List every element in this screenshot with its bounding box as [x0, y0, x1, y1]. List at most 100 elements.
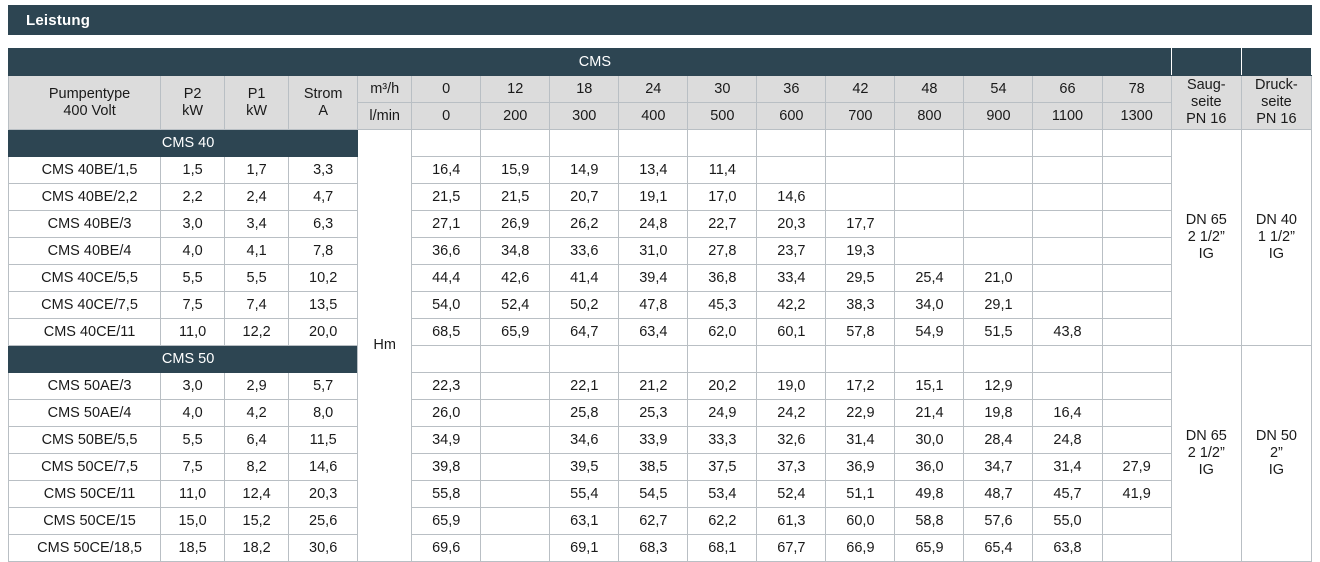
- hm-value-7: 54,9: [894, 318, 965, 346]
- hm-value-10: [1101, 399, 1172, 427]
- header-flow-lmin-8: 900: [963, 102, 1034, 130]
- hm-value-4: 11,4: [687, 156, 758, 184]
- pump-p2-value: 3,0: [160, 210, 226, 238]
- pump-p1-value: 8,2: [224, 453, 290, 481]
- group-band-label: CMS: [8, 48, 1172, 76]
- table-row[interactable]: CMS 50AE/4 4,0 4,2 8,0 26,0 25,8 25,3 24,9 24,2 2…: [7, 399, 1312, 427]
- hm-value-7: 30,0: [894, 426, 965, 454]
- hm-value-6: 22,9: [825, 399, 896, 427]
- header-flow-m3h-3: 24: [618, 75, 689, 103]
- section-band-gap-10: [1101, 129, 1172, 157]
- section-band-gap-8: [963, 345, 1034, 373]
- section-band-gap-1: [480, 129, 551, 157]
- pump-current-value: 13,5: [288, 291, 359, 319]
- hm-value-1: 65,9: [480, 318, 551, 346]
- pump-type-name: CMS 50CE/18,5: [7, 534, 162, 562]
- pump-p1-value: 12,4: [224, 480, 290, 508]
- table-row[interactable]: CMS 50CE/15 15,0 15,2 25,6 65,9 63,1 62,7 62,2 6…: [7, 507, 1312, 535]
- hm-value-9: 31,4: [1032, 453, 1103, 481]
- hm-value-4: 27,8: [687, 237, 758, 265]
- hm-value-8: 29,1: [963, 291, 1034, 319]
- hm-value-6: 29,5: [825, 264, 896, 292]
- table-row[interactable]: CMS 40BE/3 3,0 3,4 6,3 27,1 26,9 26,2 24,8 22,7 2…: [7, 210, 1312, 238]
- table-row[interactable]: CMS 40CE/11 11,0 12,2 20,0 68,5 65,9 64,7 63,4 6…: [7, 318, 1312, 346]
- hm-value-7: [894, 183, 965, 211]
- hm-value-8: 51,5: [963, 318, 1034, 346]
- section-band-row: CMS 40 Hm DN 65 2 1/2” IG DN 40 1 1/2” IG: [7, 129, 1313, 562]
- hm-value-1: [480, 399, 551, 427]
- pump-type-name: CMS 40CE/11: [7, 318, 162, 346]
- hm-value-4: 33,3: [687, 426, 758, 454]
- section-band-gap-5: [756, 345, 827, 373]
- hm-value-0: 34,9: [411, 426, 482, 454]
- pump-p2-value: 18,5: [160, 534, 226, 562]
- hm-value-7: 65,9: [894, 534, 965, 562]
- table-row[interactable]: CMS 40CE/5,5 5,5 5,5 10,2 44,4 42,6 41,4 39,4 36…: [7, 264, 1312, 292]
- pump-type-name: CMS 40BE/2,2: [7, 183, 162, 211]
- section-band-label-1: CMS 50: [7, 345, 359, 373]
- pump-p2-value: 11,0: [160, 480, 226, 508]
- hm-value-1: 21,5: [480, 183, 551, 211]
- hm-value-9: [1032, 210, 1103, 238]
- hm-value-3: 63,4: [618, 318, 689, 346]
- table-row[interactable]: CMS 40CE/7,5 7,5 7,4 13,5 54,0 52,4 50,2 47,8 45…: [7, 291, 1312, 319]
- hm-value-9: 24,8: [1032, 426, 1103, 454]
- hm-value-6: [825, 156, 896, 184]
- hm-value-3: 21,2: [618, 372, 689, 400]
- hm-value-10: [1101, 507, 1172, 535]
- pump-current-value: 6,3: [288, 210, 359, 238]
- page-title: Leistung: [26, 11, 91, 29]
- hm-value-10: [1101, 426, 1172, 454]
- hm-value-2: 63,1: [549, 507, 620, 535]
- section-band-gap-10: [1101, 345, 1172, 373]
- hm-value-5: 52,4: [756, 480, 827, 508]
- pump-current-value: 30,6: [288, 534, 359, 562]
- table-row[interactable]: CMS 50CE/11 11,0 12,4 20,3 55,8 55,4 54,5 53,4 5…: [7, 480, 1312, 508]
- pump-p1-value: 18,2: [224, 534, 290, 562]
- hm-value-9: 45,7: [1032, 480, 1103, 508]
- hm-value-1: [480, 507, 551, 535]
- table-row[interactable]: CMS 50AE/3 3,0 2,9 5,7 22,3 22,1 21,2 20,2 19,0 1…: [7, 372, 1312, 400]
- pump-current-value: 5,7: [288, 372, 359, 400]
- hm-axis-label: Hm: [357, 129, 413, 562]
- hm-value-4: 62,0: [687, 318, 758, 346]
- table-row[interactable]: CMS 40BE/2,2 2,2 2,4 4,7 21,5 21,5 20,7 19,1 17,…: [7, 183, 1312, 211]
- header-p1: P1 kW: [224, 75, 290, 130]
- pump-type-name: CMS 40CE/7,5: [7, 291, 162, 319]
- hm-value-2: 50,2: [549, 291, 620, 319]
- hm-value-5: 14,6: [756, 183, 827, 211]
- pump-p2-value: 2,2: [160, 183, 226, 211]
- hm-value-7: [894, 210, 965, 238]
- table-row[interactable]: CMS 40BE/4 4,0 4,1 7,8 36,6 34,8 33,6 31,0 27,8 2…: [7, 237, 1312, 265]
- table-row[interactable]: CMS 50BE/5,5 5,5 6,4 11,5 34,9 34,6 33,9 33,3 32…: [7, 426, 1312, 454]
- section-band-gap-2: [549, 129, 620, 157]
- hm-value-3: 54,5: [618, 480, 689, 508]
- hm-value-1: [480, 453, 551, 481]
- hm-value-9: [1032, 237, 1103, 265]
- hm-value-5: 20,3: [756, 210, 827, 238]
- discharge-connection-0: DN 40 1 1/2” IG: [1240, 129, 1313, 346]
- hm-value-6: 36,9: [825, 453, 896, 481]
- hm-value-10: [1101, 237, 1172, 265]
- hm-value-0: 36,6: [411, 237, 482, 265]
- header-flow-m3h-0: 0: [411, 75, 482, 103]
- hm-value-2: 20,7: [549, 183, 620, 211]
- hm-value-5: 42,2: [756, 291, 827, 319]
- table-row[interactable]: CMS 50CE/18,5 18,5 18,2 30,6 69,6 69,1 68,3 68,…: [7, 534, 1312, 562]
- header-suction-side: Saug-seite PN 16: [1170, 75, 1242, 130]
- pump-p1-value: 3,4: [224, 210, 290, 238]
- hm-value-7: [894, 237, 965, 265]
- hm-value-5: 37,3: [756, 453, 827, 481]
- section-band-gap-7: [894, 129, 965, 157]
- header-flow-m3h-5: 36: [756, 75, 827, 103]
- hm-value-0: 27,1: [411, 210, 482, 238]
- hm-value-1: [480, 372, 551, 400]
- hm-value-8: [963, 183, 1034, 211]
- table-row[interactable]: CMS 50CE/7,5 7,5 8,2 14,6 39,8 39,5 38,5 37,5 37…: [7, 453, 1312, 481]
- header-flow-lmin-3: 400: [618, 102, 689, 130]
- hm-value-0: 54,0: [411, 291, 482, 319]
- hm-value-8: 19,8: [963, 399, 1034, 427]
- hm-value-6: [825, 183, 896, 211]
- table-row[interactable]: CMS 40BE/1,5 1,5 1,7 3,3 16,4 15,9 14,9 13,4 11,…: [7, 156, 1312, 184]
- pump-type-name: CMS 40BE/3: [7, 210, 162, 238]
